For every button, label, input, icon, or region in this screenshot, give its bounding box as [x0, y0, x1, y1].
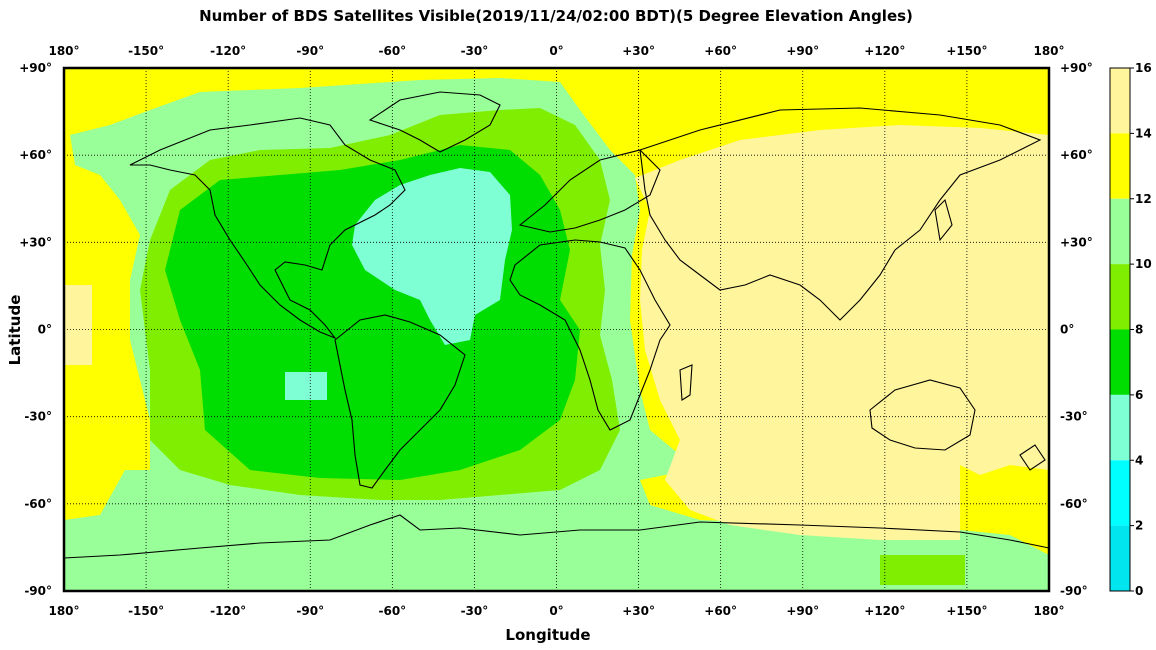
- lon-tick-label: +150°: [946, 44, 987, 58]
- colorbar-ticks: 16 14 12 10 8 6 4 2 0: [1130, 61, 1152, 598]
- lat-tick-label: +30°: [19, 235, 52, 249]
- lon-tick-label: -60°: [378, 44, 406, 58]
- x-axis-label: Longitude: [505, 626, 590, 644]
- colorbar-tick-label: 14: [1135, 126, 1152, 140]
- colorbar-band: [1110, 133, 1130, 199]
- lon-tick-label: -120°: [210, 604, 246, 618]
- lat-tick-label: -90°: [1060, 584, 1088, 598]
- lat-tick-label: 0°: [1060, 323, 1074, 337]
- coastlines: [64, 91, 1049, 559]
- lon-tick-label: +60°: [704, 44, 737, 58]
- lat-tick-label: +90°: [19, 61, 52, 75]
- lon-tick-label: +30°: [622, 44, 655, 58]
- band-14-16: [635, 125, 1049, 540]
- lon-tick-label: -30°: [461, 44, 489, 58]
- lat-tick-label: +60°: [19, 148, 52, 162]
- colorbar: [1110, 68, 1130, 591]
- band-14-16-pacific: [64, 285, 92, 365]
- coast-japan: [934, 198, 953, 242]
- lon-tick-label: +120°: [864, 604, 905, 618]
- lat-tick-label: +60°: [1060, 148, 1093, 162]
- coast-madagascar: [679, 364, 693, 401]
- lat-tick-label: -60°: [1060, 497, 1088, 511]
- coast-asia: [639, 107, 1042, 321]
- coast-europe: [518, 149, 661, 233]
- lat-ticks-right: +90° +60° +30° 0° -30° -60° -90°: [1060, 61, 1093, 598]
- colorbar-band: [1110, 198, 1130, 265]
- band-6-8: [165, 145, 580, 480]
- colorbar-band: [1110, 525, 1130, 591]
- lat-tick-label: -30°: [24, 410, 52, 424]
- colorbar-tick-label: 4: [1135, 453, 1143, 467]
- lon-tick-label: -60°: [378, 604, 406, 618]
- coast-south-america: [334, 314, 466, 489]
- lon-tick-label: 180°: [1033, 44, 1064, 58]
- colorbar-band: [1110, 460, 1130, 526]
- colorbar-frame: [1109, 67, 1131, 592]
- lon-tick-label: +30°: [622, 604, 655, 618]
- coast-antarctica: [64, 514, 1049, 559]
- figure-title: Number of BDS Satellites Visible(2019/11…: [199, 7, 913, 25]
- graticule: [64, 68, 1049, 591]
- lat-tick-label: -30°: [1060, 410, 1088, 424]
- coast-new-zealand: [1019, 444, 1046, 471]
- coast-north-america: [129, 117, 406, 340]
- lon-tick-label: -90°: [296, 604, 324, 618]
- band-4-6-patch: [285, 372, 327, 400]
- lon-tick-label: 180°: [1033, 604, 1064, 618]
- colorbar-tick-label: 6: [1135, 388, 1143, 402]
- lon-tick-label: 0°: [549, 604, 563, 618]
- colorbar-tick-label: 2: [1135, 519, 1143, 533]
- lon-tick-label: -90°: [296, 44, 324, 58]
- lon-tick-label: 0°: [549, 44, 563, 58]
- band-8-10-antarctic: [880, 555, 965, 585]
- colorbar-tick-label: 8: [1135, 323, 1143, 337]
- lon-tick-label: +60°: [704, 604, 737, 618]
- lon-tick-label: 180°: [48, 44, 79, 58]
- colorbar-band: [1110, 68, 1130, 134]
- colorbar-band: [1110, 394, 1130, 461]
- lat-tick-label: -60°: [24, 497, 52, 511]
- lon-tick-label: -120°: [210, 44, 246, 58]
- lon-tick-label: -150°: [128, 604, 164, 618]
- colorbar-tick-label: 16: [1135, 61, 1152, 75]
- lat-tick-label: +30°: [1060, 235, 1093, 249]
- lon-tick-label: +90°: [786, 44, 819, 58]
- coast-greenland: [368, 91, 501, 153]
- colorbar-tick-label: 0: [1135, 584, 1143, 598]
- coast-africa: [509, 239, 671, 431]
- lon-tick-label: +150°: [946, 604, 987, 618]
- lon-tick-label: +120°: [864, 44, 905, 58]
- lon-tick-label: -150°: [128, 44, 164, 58]
- map-frame: [62, 66, 1051, 593]
- colorbar-tick-label: 12: [1135, 192, 1152, 206]
- y-axis-label: Latitude: [6, 295, 24, 366]
- lat-tick-label: 0°: [38, 323, 52, 337]
- colorbar-band: [1110, 329, 1130, 395]
- colorbar-band: [1110, 264, 1130, 330]
- lat-tick-label: -90°: [24, 584, 52, 598]
- lon-ticks-bottom: 180° -150° -120° -90° -60° -30° 0° +30° +60° +90°…: [48, 604, 1064, 618]
- lon-ticks-top: 180° -150° -120° -90° -60° -30° 0° +30° +60° +90°…: [48, 44, 1064, 58]
- lat-ticks-left: +90° +60° +30° 0° -30° -60° -90°: [19, 61, 52, 598]
- lon-tick-label: 180°: [48, 604, 79, 618]
- colorbar-tick-label: 10: [1135, 257, 1152, 271]
- lat-tick-label: +90°: [1060, 61, 1093, 75]
- lon-tick-label: +90°: [786, 604, 819, 618]
- coast-australia: [869, 379, 976, 451]
- lon-tick-label: -30°: [461, 604, 489, 618]
